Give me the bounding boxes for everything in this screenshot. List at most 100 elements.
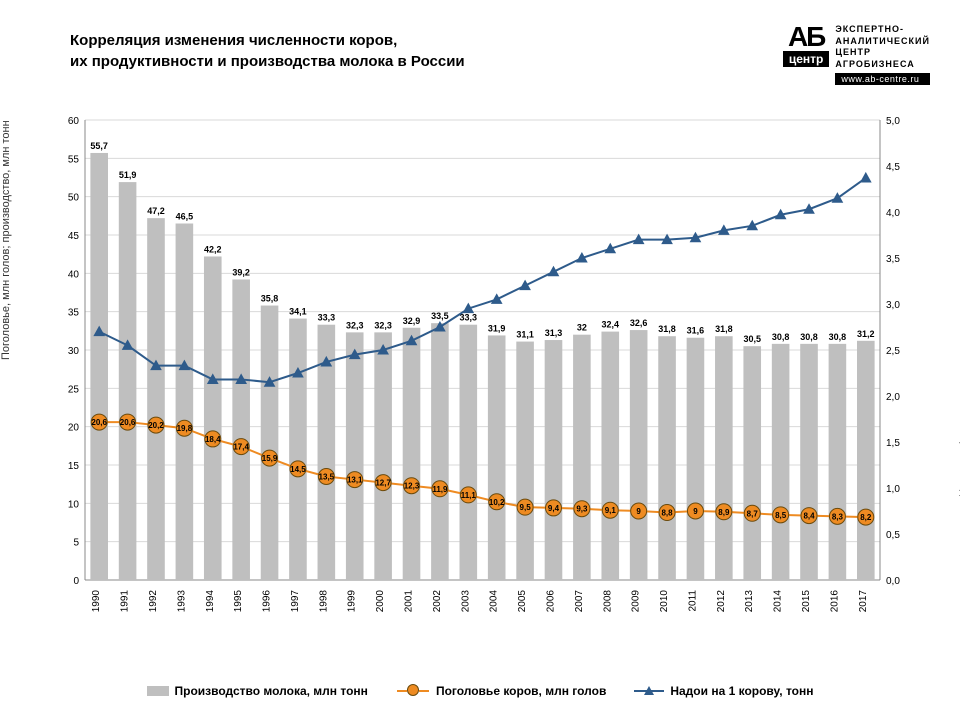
svg-text:9: 9 bbox=[693, 507, 698, 516]
svg-text:8,7: 8,7 bbox=[747, 509, 759, 518]
svg-text:30,8: 30,8 bbox=[772, 332, 790, 342]
svg-text:4,5: 4,5 bbox=[886, 162, 900, 173]
svg-text:8,2: 8,2 bbox=[860, 513, 872, 522]
svg-text:0,0: 0,0 bbox=[886, 576, 900, 587]
svg-text:32,3: 32,3 bbox=[346, 320, 364, 330]
svg-text:2001: 2001 bbox=[404, 590, 415, 613]
legend-yield: Надои на 1 корову, тонн bbox=[634, 684, 813, 698]
logo-tag1: ЭКСПЕРТНО- bbox=[835, 24, 930, 36]
svg-text:33,5: 33,5 bbox=[431, 311, 449, 321]
svg-text:1997: 1997 bbox=[290, 590, 301, 613]
svg-text:2014: 2014 bbox=[773, 590, 784, 613]
svg-text:5,0: 5,0 bbox=[886, 116, 900, 127]
svg-text:2003: 2003 bbox=[460, 590, 471, 613]
svg-text:2015: 2015 bbox=[801, 590, 812, 613]
svg-text:2017: 2017 bbox=[858, 590, 869, 613]
svg-text:2000: 2000 bbox=[375, 590, 386, 613]
svg-text:1,0: 1,0 bbox=[886, 484, 900, 495]
swatch-bar-icon bbox=[147, 686, 169, 696]
svg-text:18,4: 18,4 bbox=[205, 435, 221, 444]
svg-text:47,2: 47,2 bbox=[147, 206, 165, 216]
svg-text:32,6: 32,6 bbox=[630, 318, 648, 328]
legend-yield-label: Надои на 1 корову, тонн bbox=[670, 684, 813, 698]
svg-text:13,5: 13,5 bbox=[319, 473, 335, 482]
svg-text:1996: 1996 bbox=[262, 590, 273, 613]
svg-text:1991: 1991 bbox=[120, 590, 131, 613]
svg-text:30,8: 30,8 bbox=[829, 332, 847, 342]
svg-text:31,1: 31,1 bbox=[516, 330, 534, 340]
svg-text:1992: 1992 bbox=[148, 590, 159, 613]
svg-text:55,7: 55,7 bbox=[90, 141, 108, 151]
svg-text:9: 9 bbox=[636, 507, 641, 516]
chart-svg: 0510152025303540455055600,00,51,01,52,02… bbox=[30, 110, 930, 640]
svg-text:4,0: 4,0 bbox=[886, 208, 900, 219]
svg-text:42,2: 42,2 bbox=[204, 244, 222, 254]
legend-cows-label: Поголовье коров, млн голов bbox=[436, 684, 606, 698]
svg-text:5: 5 bbox=[73, 538, 79, 549]
svg-text:2007: 2007 bbox=[574, 590, 585, 613]
svg-text:1999: 1999 bbox=[347, 590, 358, 613]
svg-text:31,8: 31,8 bbox=[715, 324, 733, 334]
svg-text:14,5: 14,5 bbox=[290, 465, 306, 474]
svg-text:2005: 2005 bbox=[517, 590, 528, 613]
svg-text:1995: 1995 bbox=[233, 590, 244, 613]
svg-text:10,2: 10,2 bbox=[489, 498, 505, 507]
svg-text:8,4: 8,4 bbox=[803, 512, 815, 521]
left-axis-label: Поголовье, млн голов; производство, млн … bbox=[0, 120, 12, 360]
svg-text:15: 15 bbox=[68, 461, 80, 472]
svg-text:32,4: 32,4 bbox=[602, 320, 620, 330]
svg-text:9,1: 9,1 bbox=[605, 506, 617, 515]
svg-text:45: 45 bbox=[68, 231, 80, 242]
svg-text:11,9: 11,9 bbox=[432, 485, 448, 494]
svg-text:2,0: 2,0 bbox=[886, 392, 900, 403]
svg-text:10: 10 bbox=[68, 499, 80, 510]
logo-ab: АБ bbox=[783, 24, 830, 49]
svg-text:1,5: 1,5 bbox=[886, 438, 900, 449]
logo-tag3: ЦЕНТР bbox=[835, 47, 930, 59]
svg-text:32: 32 bbox=[577, 323, 587, 333]
svg-text:13,1: 13,1 bbox=[347, 476, 363, 485]
svg-text:2016: 2016 bbox=[829, 590, 840, 613]
legend: Производство молока, млн тонн Поголовье … bbox=[0, 684, 960, 698]
svg-text:9,3: 9,3 bbox=[576, 505, 588, 514]
svg-text:0: 0 bbox=[73, 576, 79, 587]
svg-text:32,9: 32,9 bbox=[403, 316, 421, 326]
legend-cows: Поголовье коров, млн голов bbox=[396, 684, 606, 698]
svg-text:39,2: 39,2 bbox=[232, 267, 250, 277]
svg-text:8,9: 8,9 bbox=[718, 508, 730, 517]
svg-text:1993: 1993 bbox=[176, 590, 187, 613]
svg-text:40: 40 bbox=[68, 269, 80, 280]
svg-text:15,9: 15,9 bbox=[262, 454, 278, 463]
svg-text:35,8: 35,8 bbox=[261, 294, 279, 304]
svg-text:34,1: 34,1 bbox=[289, 307, 307, 317]
svg-text:2008: 2008 bbox=[602, 590, 613, 613]
svg-text:31,3: 31,3 bbox=[545, 328, 563, 338]
svg-text:11,1: 11,1 bbox=[461, 491, 477, 500]
svg-text:19,8: 19,8 bbox=[177, 424, 193, 433]
svg-text:8,3: 8,3 bbox=[832, 512, 844, 521]
svg-text:20,2: 20,2 bbox=[148, 421, 164, 430]
chart-area: 0510152025303540455055600,00,51,01,52,02… bbox=[30, 110, 930, 640]
svg-text:2010: 2010 bbox=[659, 590, 670, 613]
svg-text:8,8: 8,8 bbox=[661, 509, 673, 518]
svg-text:30,5: 30,5 bbox=[743, 334, 761, 344]
logo-center: центр bbox=[783, 51, 830, 67]
swatch-dot-icon bbox=[407, 684, 419, 696]
svg-text:1998: 1998 bbox=[318, 590, 329, 613]
svg-text:2009: 2009 bbox=[631, 590, 642, 613]
svg-text:0,5: 0,5 bbox=[886, 530, 900, 541]
svg-text:31,6: 31,6 bbox=[687, 326, 705, 336]
svg-text:31,2: 31,2 bbox=[857, 329, 875, 339]
svg-text:2011: 2011 bbox=[687, 590, 698, 612]
svg-text:2002: 2002 bbox=[432, 590, 443, 613]
svg-text:2006: 2006 bbox=[545, 590, 556, 613]
svg-text:20,6: 20,6 bbox=[91, 418, 107, 427]
title-line2: их продуктивности и производства молока … bbox=[70, 53, 465, 70]
svg-text:31,8: 31,8 bbox=[658, 324, 676, 334]
svg-text:50: 50 bbox=[68, 193, 80, 204]
logo: АБ центр ЭКСПЕРТНО- АНАЛИТИЧЕСКИЙ ЦЕНТР … bbox=[783, 24, 930, 85]
svg-text:60: 60 bbox=[68, 116, 80, 127]
svg-text:1994: 1994 bbox=[205, 590, 216, 613]
svg-text:9,5: 9,5 bbox=[520, 503, 532, 512]
logo-url: www.ab-centre.ru bbox=[835, 73, 930, 85]
